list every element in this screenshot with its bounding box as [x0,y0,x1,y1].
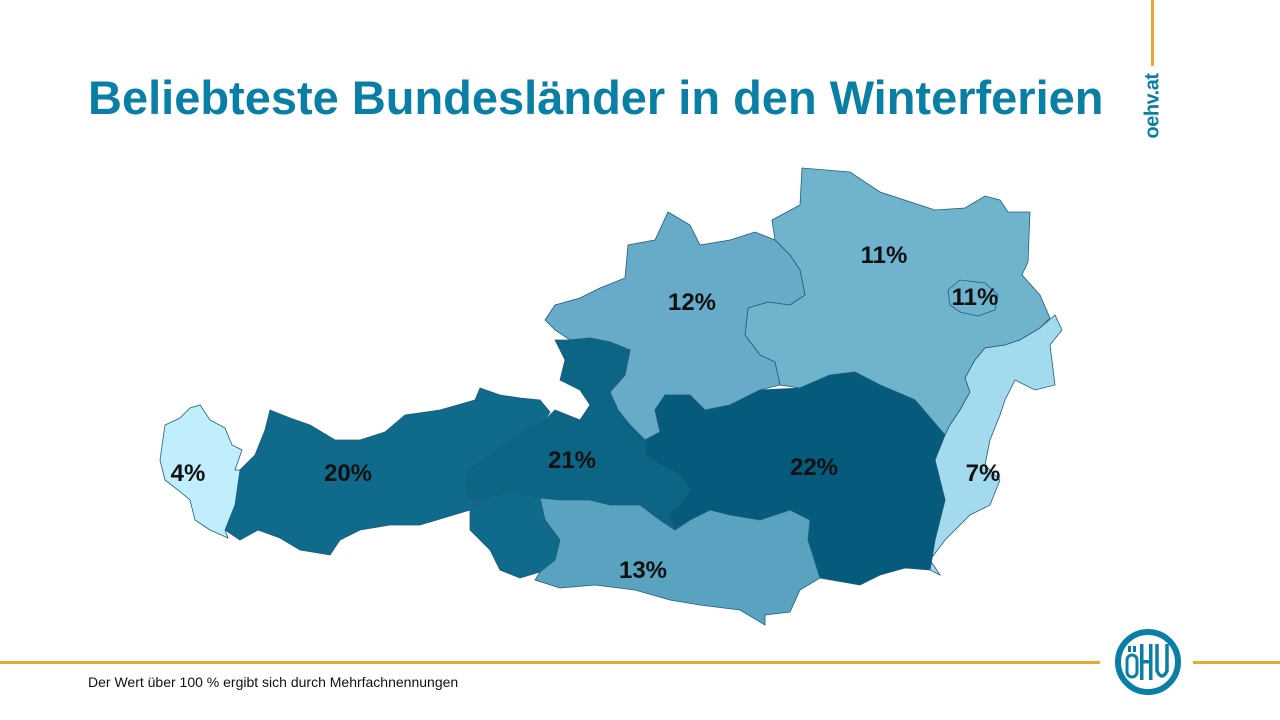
region-tirol[interactable] [224,387,551,556]
label-oberoesterreich: 12% [668,289,716,316]
region-kaernten[interactable] [534,497,821,626]
label-burgenland: 7% [966,460,1001,487]
accent-line-left [0,661,1100,664]
label-steiermark: 22% [790,454,838,481]
footnote: Der Wert über 100 % ergibt sich durch Me… [88,674,459,690]
accent-line-vertical [1151,0,1154,66]
region-wien[interactable] [947,279,999,317]
page-title: Beliebteste Bundesländer in den Winterfe… [88,71,1104,124]
oehv-logo [1115,629,1181,695]
label-salzburg: 21% [548,447,596,474]
label-kaernten: 13% [619,557,667,584]
label-vorarlberg: 4% [171,460,206,487]
label-wien: 11% [952,284,999,311]
label-niederoesterreich: 11% [861,242,908,269]
region-vorarlberg[interactable] [159,404,243,539]
label-tirol: 20% [324,460,372,487]
accent-line-right [1193,661,1280,664]
